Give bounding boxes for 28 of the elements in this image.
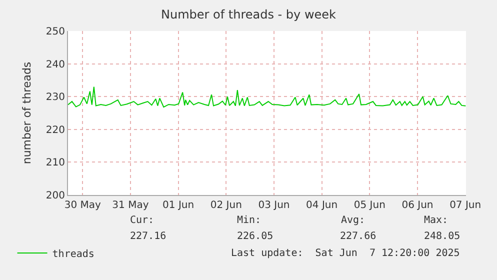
y-tick-label: 200 <box>46 190 65 202</box>
text: Avg: <box>341 215 366 226</box>
x-tick-label: 05 Jun <box>354 200 386 211</box>
x-tick-label: 06 Jun <box>402 200 434 211</box>
y-tick-label: 250 <box>46 26 65 38</box>
text: Cur: <box>130 215 154 226</box>
text: 227.66 <box>340 231 376 242</box>
x-tick-label: 04 Jun <box>306 200 338 211</box>
x-tick-label: 02 Jun <box>210 200 242 211</box>
y-tick-label: 240 <box>46 59 65 70</box>
legend-label: threads <box>52 248 94 260</box>
y-tick-label: 210 <box>46 158 65 169</box>
text: Max: <box>424 215 448 226</box>
text: Min: <box>237 215 262 226</box>
text: 227.16 <box>130 231 166 242</box>
text: 248.05 <box>424 231 460 242</box>
x-tick-label: 30 May <box>64 200 101 211</box>
text: Last update: Sat Jun 7 12:20:00 2025 <box>231 248 460 259</box>
x-tick-label: 07 Jun <box>450 200 482 211</box>
x-tick-label: 01 Jun <box>162 200 194 211</box>
y-axis-title: number of threads <box>20 62 34 164</box>
y-tick-label: 230 <box>46 92 65 104</box>
line-series <box>68 86 466 108</box>
chart-title: Number of threads - by week <box>160 8 336 22</box>
y-tick-label: 220 <box>46 124 65 136</box>
x-tick-label: 31 May <box>112 200 149 211</box>
x-tick-label: 03 Jun <box>258 200 290 211</box>
text: 226.05 <box>237 231 274 242</box>
